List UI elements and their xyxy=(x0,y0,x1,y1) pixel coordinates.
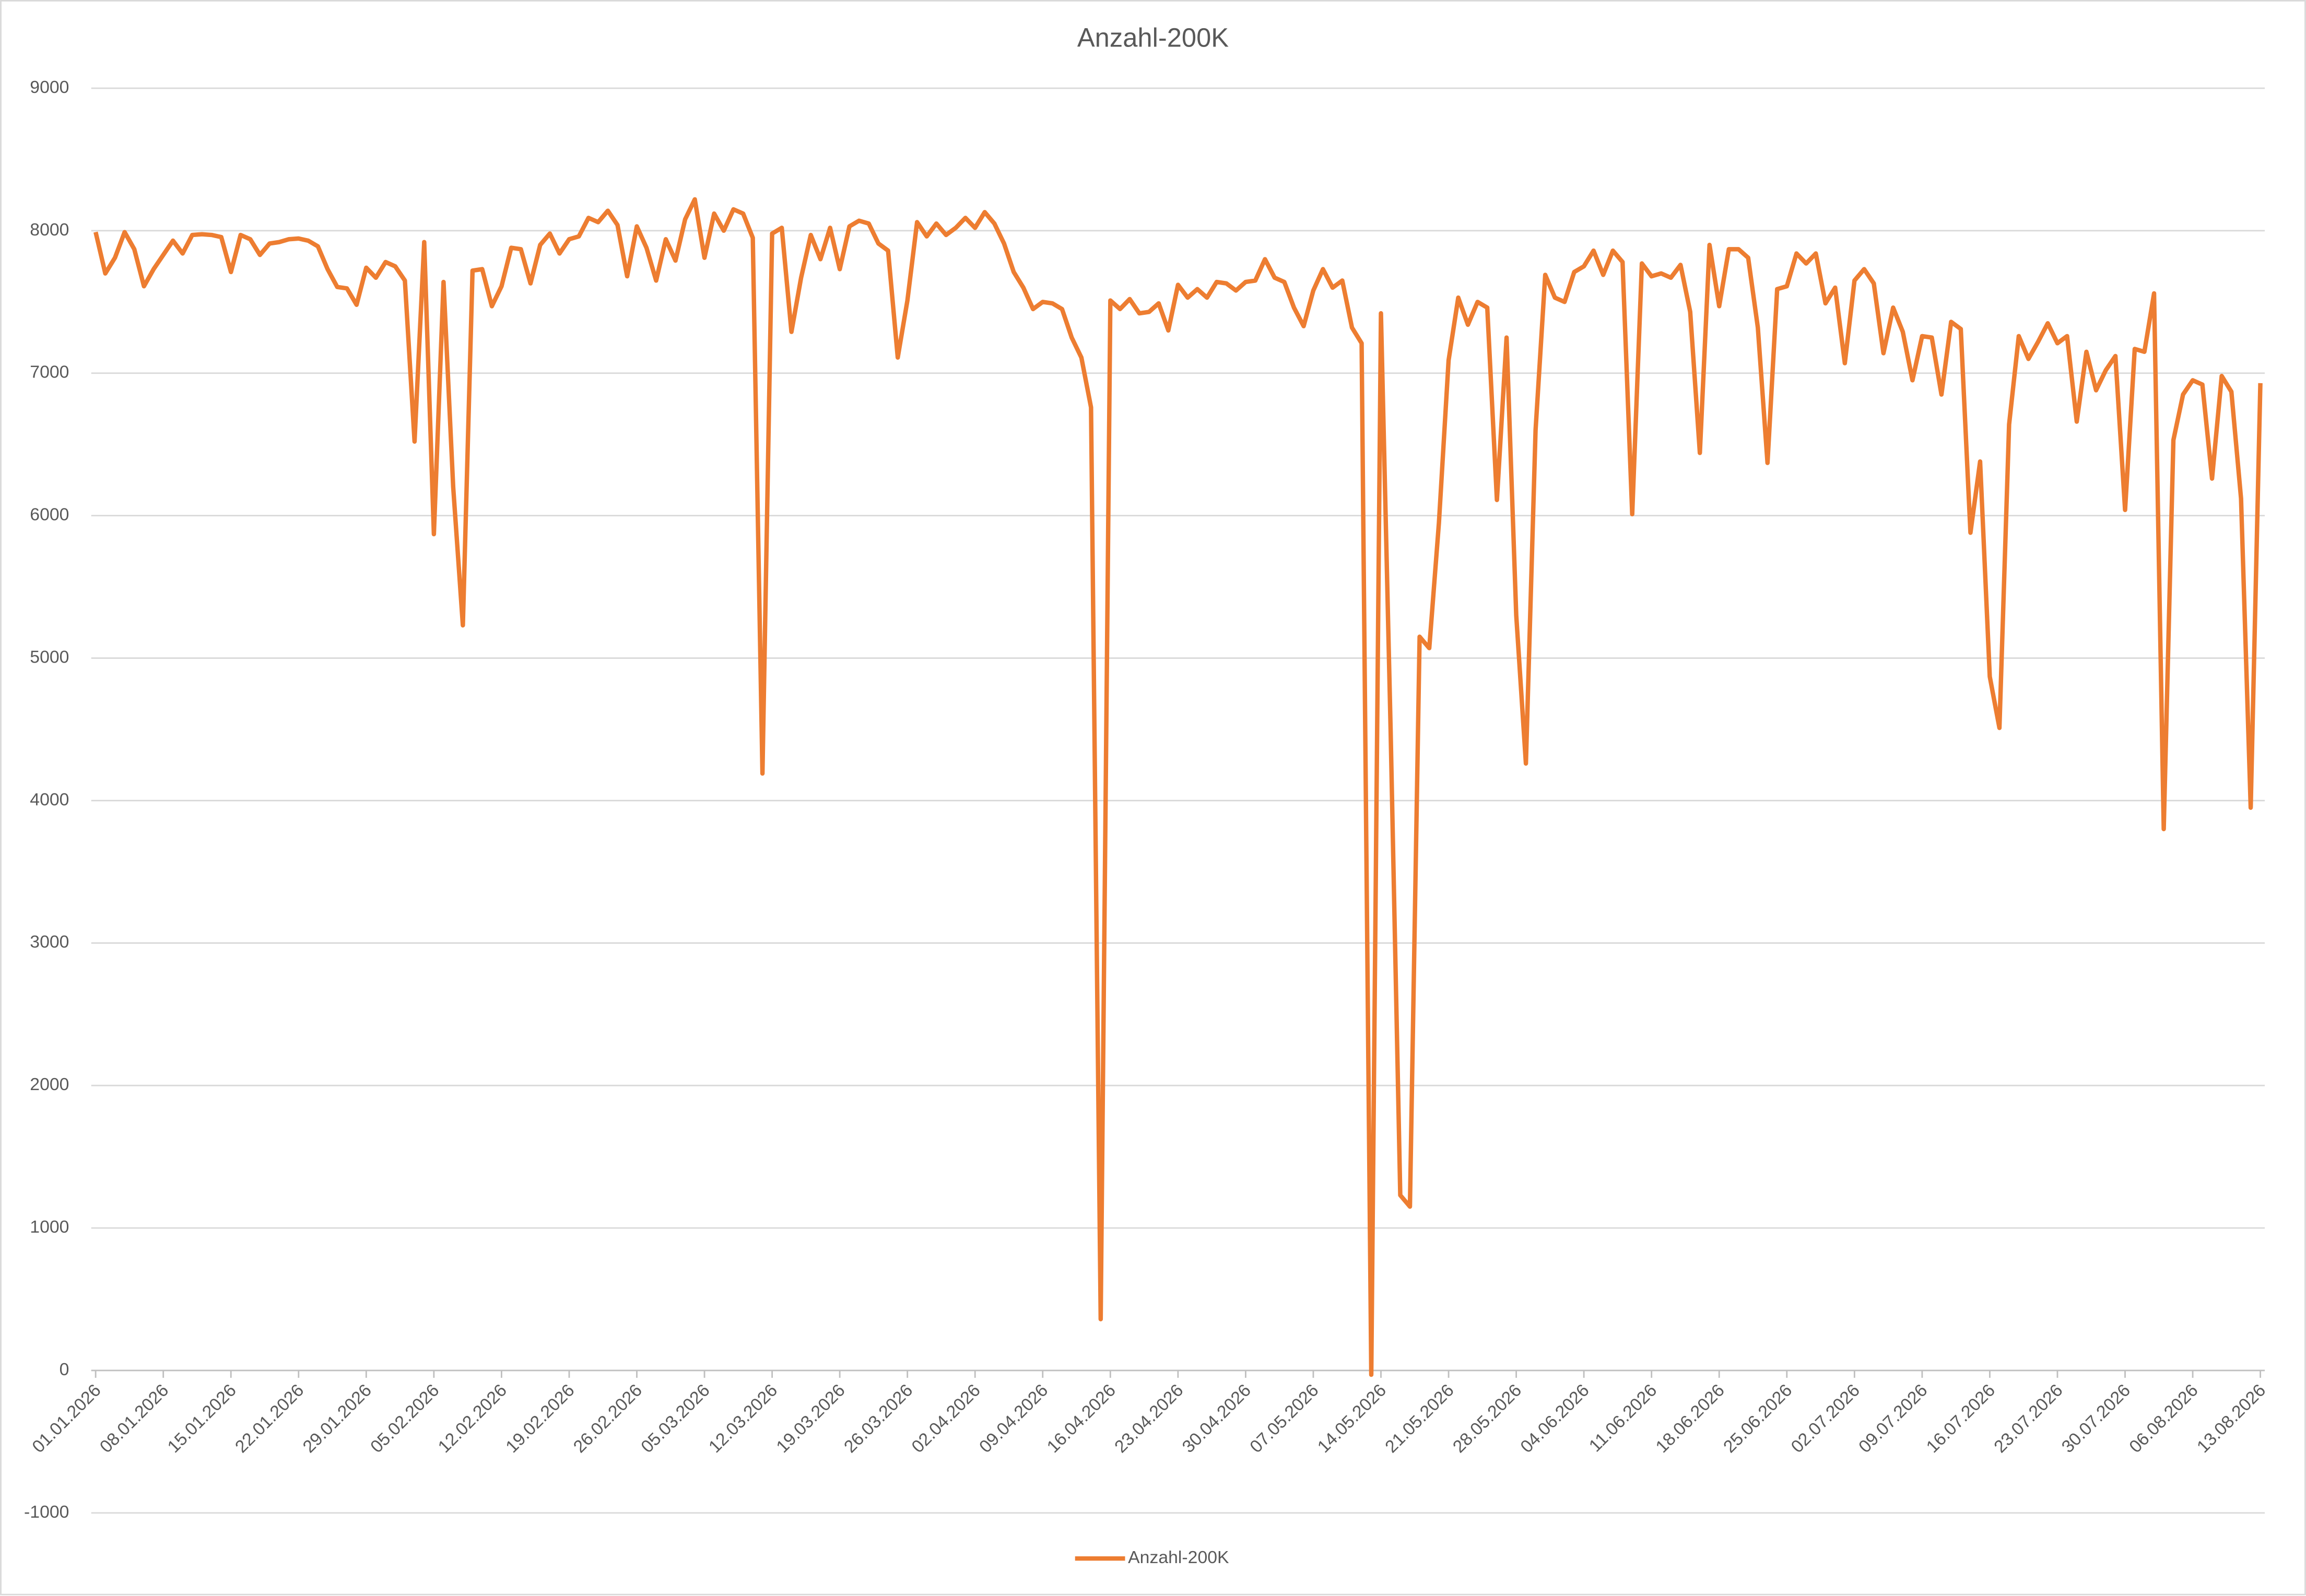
y-tick-label: -1000 xyxy=(24,1502,69,1522)
y-tick-label: 2000 xyxy=(30,1074,69,1094)
y-tick-label: 8000 xyxy=(30,220,69,240)
chart-title: Anzahl-200K xyxy=(1077,22,1229,52)
y-tick-label: 5000 xyxy=(30,647,69,667)
data-line xyxy=(93,197,2263,1377)
y-tick-label: 6000 xyxy=(30,505,69,525)
y-tick-label: 4000 xyxy=(30,789,69,809)
y-tick-label: 1000 xyxy=(30,1217,69,1237)
y-tick-label: 7000 xyxy=(30,362,69,382)
y-tick-label: 9000 xyxy=(30,77,69,97)
y-tick-label: 3000 xyxy=(30,932,69,952)
y-tick-label: 0 xyxy=(60,1359,69,1379)
legend-label: Anzahl-200K xyxy=(1128,1547,1229,1567)
